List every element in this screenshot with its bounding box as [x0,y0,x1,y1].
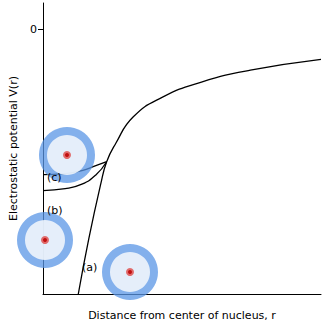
svg-text:(c): (c) [47,171,62,184]
svg-text:(a): (a) [82,261,97,274]
svg-text:Electrostatic potential V(r): Electrostatic potential V(r) [7,76,20,221]
svg-text:Distance from center of nucleu: Distance from center of nucleus, r [88,309,276,322]
svg-text:0: 0 [30,23,37,36]
svg-text:(b): (b) [47,204,63,217]
